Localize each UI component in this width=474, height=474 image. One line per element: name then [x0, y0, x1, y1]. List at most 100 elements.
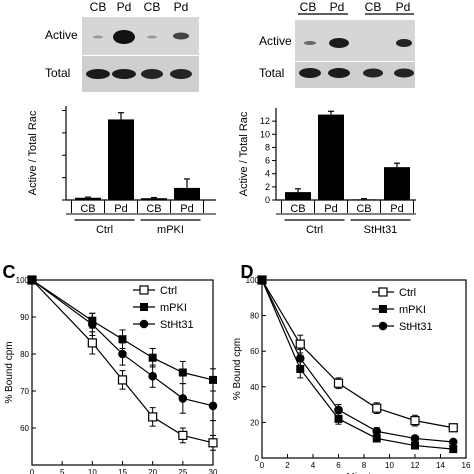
y-tick-label: 4	[265, 169, 270, 179]
x-tick-label: 20	[148, 468, 157, 474]
blot-row-label: Total	[259, 66, 284, 80]
y-tick-label: 90	[20, 313, 29, 322]
blot-band	[112, 69, 136, 79]
series-line	[261, 279, 454, 443]
panel-label: D	[241, 262, 254, 282]
y-tick-label: 20	[250, 418, 259, 427]
legend-label: Ctrl	[160, 285, 177, 297]
legend-label: StHt31	[160, 319, 194, 331]
y-tick-label: 100	[16, 276, 30, 285]
x-tick-label: 25	[178, 468, 187, 474]
blot-row-label: Active	[259, 34, 292, 48]
blot-band	[329, 38, 349, 48]
category-label: CB	[290, 203, 305, 215]
bar	[318, 114, 344, 200]
y-tick-label: 40	[250, 383, 259, 392]
blot-band	[396, 39, 412, 47]
data-point	[372, 403, 382, 413]
y-tick-label: 100	[246, 276, 260, 285]
x-tick-label: 5	[60, 468, 65, 474]
bar	[285, 192, 311, 200]
bar	[141, 198, 167, 200]
y-tick-label: 2	[265, 182, 270, 192]
data-point	[117, 375, 128, 385]
data-point	[410, 434, 420, 443]
data-point	[333, 378, 344, 388]
data-point	[148, 353, 157, 362]
legend-label: mPKI	[399, 304, 426, 316]
x-tick-label: 12	[411, 461, 420, 470]
panel-label: C	[3, 262, 16, 282]
blot-column-label: Pd	[174, 0, 189, 14]
data-point	[411, 441, 419, 450]
legend-marker	[379, 305, 387, 313]
x-tick-label: 2	[285, 461, 290, 470]
bar	[351, 199, 377, 200]
bar	[75, 197, 101, 200]
data-point	[209, 375, 217, 384]
y-tick-label: 80	[20, 350, 29, 359]
bar	[108, 119, 134, 200]
group-label: StHt31	[364, 224, 398, 236]
x-tick-label: 10	[385, 461, 394, 470]
y-tick-label: 12	[260, 116, 270, 126]
category-label: Pd	[114, 203, 127, 215]
series-line	[261, 279, 454, 450]
blot-column-label: Pd	[117, 0, 132, 14]
blot-band	[93, 35, 103, 39]
series-line	[261, 279, 454, 429]
blot-band	[299, 68, 321, 78]
data-point	[372, 427, 382, 436]
blot-row-label: Total	[45, 66, 70, 80]
x-tick-label: 30	[209, 468, 218, 474]
data-point	[257, 275, 267, 285]
data-point	[178, 430, 188, 440]
legend-label: Ctrl	[399, 287, 416, 299]
legend-marker	[378, 287, 388, 297]
blot-column-label: Pd	[330, 0, 345, 14]
data-point	[448, 437, 458, 447]
x-tick-label: 10	[88, 468, 97, 474]
legend-label: StHt31	[399, 321, 433, 333]
blot-band	[113, 30, 135, 44]
data-point	[295, 354, 305, 363]
y-tick-label: 6	[265, 156, 270, 166]
y-axis-label: Active / Total Rac	[238, 111, 250, 196]
x-tick-label: 6	[336, 461, 341, 470]
data-point	[448, 423, 458, 433]
category-label: Pd	[324, 203, 337, 215]
blot-band	[328, 68, 350, 78]
group-label: Ctrl	[306, 224, 323, 236]
legend-marker	[139, 319, 149, 329]
blot-column-label: Pd	[396, 0, 411, 14]
y-tick-label: 60	[20, 424, 29, 433]
x-tick-label: 14	[436, 461, 445, 470]
data-point	[178, 394, 188, 403]
data-point	[178, 368, 187, 377]
data-point	[410, 416, 420, 426]
blot-column-label: CB	[365, 0, 382, 14]
x-tick-label: 8	[362, 461, 367, 470]
category-label: CB	[356, 203, 371, 215]
bar	[384, 167, 410, 200]
series-line	[31, 279, 214, 407]
data-point	[372, 434, 381, 443]
series-line	[31, 279, 214, 381]
data-point	[148, 371, 157, 381]
x-tick-label: 15	[118, 468, 127, 474]
group-label: Ctrl	[96, 224, 113, 236]
blot-band	[173, 32, 189, 40]
category-label: CB	[80, 203, 95, 215]
data-point	[118, 335, 127, 344]
blot-band	[147, 35, 157, 39]
blot-band	[363, 68, 383, 78]
legend-label: mPKI	[160, 302, 187, 314]
data-point	[27, 275, 37, 285]
y-axis-label: % Bound cpm	[4, 341, 15, 403]
x-tick-label: 0	[260, 461, 265, 470]
blot-strip	[295, 20, 415, 61]
data-point	[118, 349, 127, 359]
blot-band	[86, 69, 110, 79]
blot-band	[394, 68, 414, 78]
